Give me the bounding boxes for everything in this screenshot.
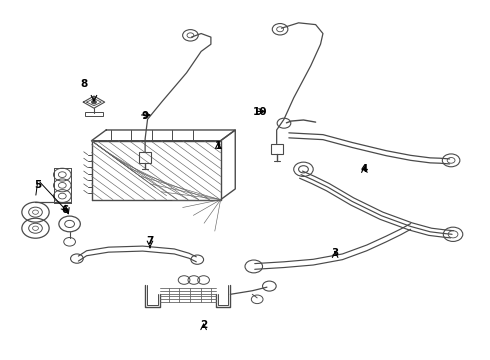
Text: 9: 9 xyxy=(142,111,148,121)
Text: 7: 7 xyxy=(147,236,154,246)
Bar xyxy=(271,144,283,154)
Text: 1: 1 xyxy=(215,141,222,151)
Bar xyxy=(139,153,151,163)
Text: 6: 6 xyxy=(61,205,68,215)
Text: 10: 10 xyxy=(252,107,267,117)
Text: 5: 5 xyxy=(34,180,42,190)
Text: 3: 3 xyxy=(332,248,339,258)
Circle shape xyxy=(92,100,97,104)
Bar xyxy=(85,112,103,116)
Text: 4: 4 xyxy=(361,164,368,174)
Text: 8: 8 xyxy=(80,78,88,89)
Text: 2: 2 xyxy=(200,320,207,330)
